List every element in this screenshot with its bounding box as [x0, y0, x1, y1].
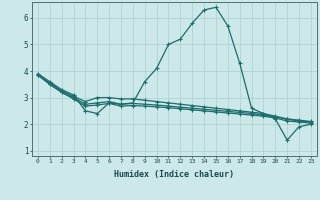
X-axis label: Humidex (Indice chaleur): Humidex (Indice chaleur): [115, 170, 234, 179]
